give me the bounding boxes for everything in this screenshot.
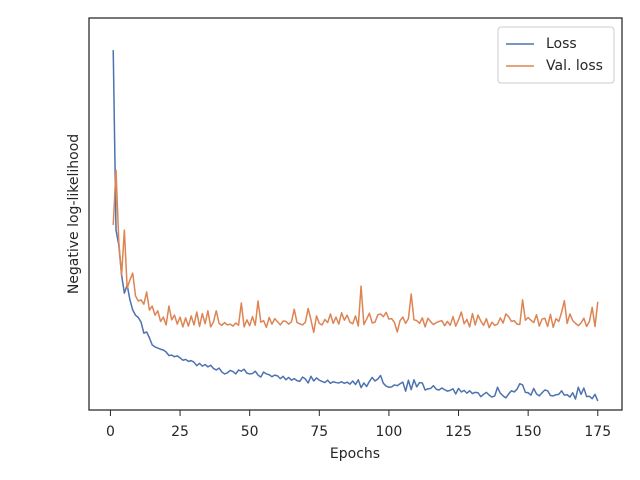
x-tick-label: 150 bbox=[515, 424, 542, 440]
x-tick-label: 0 bbox=[106, 424, 115, 440]
x-tick-label: 125 bbox=[445, 424, 472, 440]
plot-frame bbox=[88, 17, 623, 411]
legend-label: Loss bbox=[546, 36, 577, 52]
line-series bbox=[112, 50, 599, 402]
x-tick-label: 75 bbox=[310, 424, 328, 440]
x-tick-label: 100 bbox=[376, 424, 403, 440]
line-series bbox=[112, 169, 599, 334]
legend-label: Val. loss bbox=[546, 58, 603, 74]
x-tick-label: 25 bbox=[171, 424, 189, 440]
legend-box bbox=[497, 26, 615, 84]
y-axis-label: Negative log-likelihood bbox=[66, 134, 82, 294]
x-tick-label: 50 bbox=[241, 424, 259, 440]
x-tick-label: 175 bbox=[584, 424, 611, 440]
x-axis-label: Epochs bbox=[330, 446, 380, 462]
